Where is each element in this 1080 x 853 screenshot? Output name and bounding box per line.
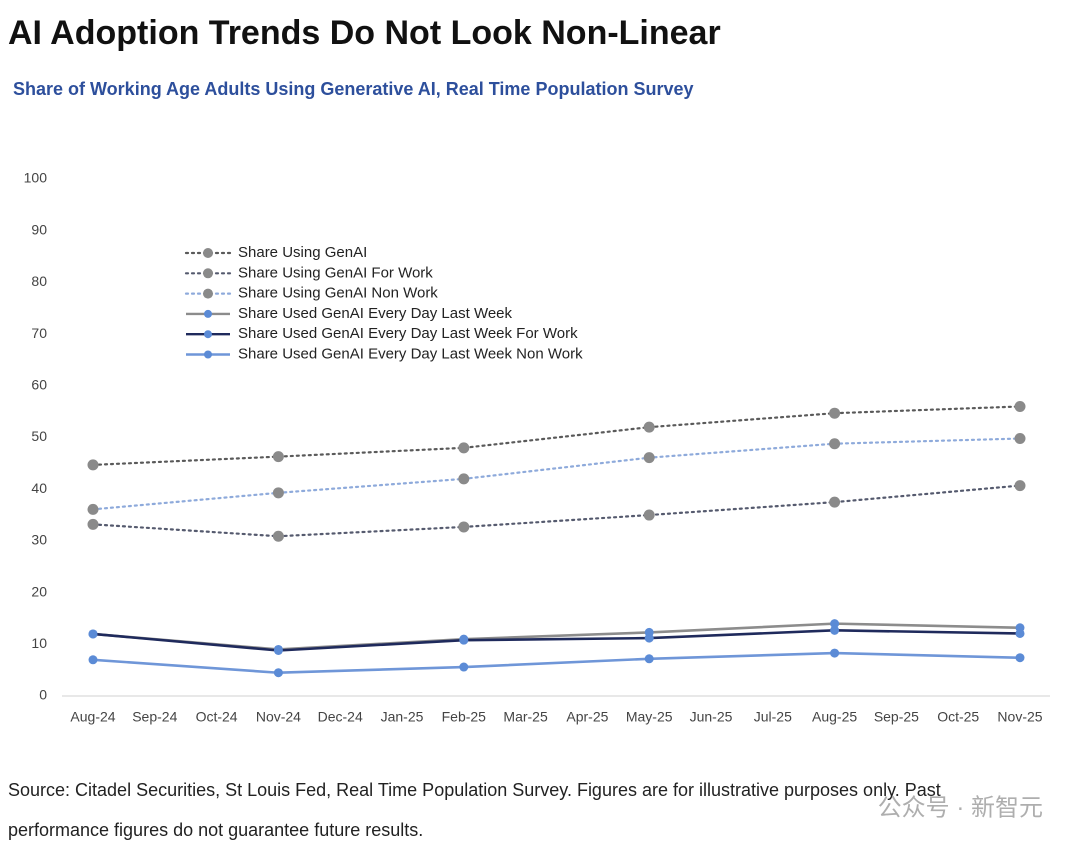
x-tick-label: Jan-25 xyxy=(381,709,424,725)
y-tick-label: 60 xyxy=(31,377,47,393)
point-marker xyxy=(643,421,655,433)
x-tick-label: Oct-25 xyxy=(937,709,979,725)
y-tick-label: 70 xyxy=(31,325,47,341)
legend-label: Share Using GenAI Non Work xyxy=(238,285,438,302)
point-marker xyxy=(458,473,470,485)
point-marker xyxy=(830,648,840,658)
source-text: performance figures do not guarantee fut… xyxy=(8,820,423,840)
chart-subtitle: Share of Working Age Adults Using Genera… xyxy=(13,79,693,99)
point-marker xyxy=(644,654,654,664)
point-marker xyxy=(829,496,841,508)
y-tick-label: 80 xyxy=(31,273,47,289)
series-line xyxy=(92,629,1021,652)
watermark: 公众号 · 新智元 xyxy=(878,794,1043,821)
x-tick-label: Jun-25 xyxy=(690,709,733,725)
y-tick-label: 10 xyxy=(31,635,47,651)
point-marker xyxy=(643,509,655,521)
legend-label: Share Used GenAI Every Day Last Week For… xyxy=(238,325,578,342)
y-tick-label: 100 xyxy=(24,170,48,186)
x-tick-label: Mar-25 xyxy=(503,709,548,725)
point-marker xyxy=(272,487,284,499)
series-line xyxy=(91,437,1022,511)
y-tick-label: 40 xyxy=(31,480,47,496)
legend-label: Share Used GenAI Every Day Last Week xyxy=(238,305,513,322)
point-marker xyxy=(1014,400,1026,412)
point-marker xyxy=(272,530,284,542)
point-marker xyxy=(829,407,841,419)
point-marker xyxy=(830,619,840,629)
point-marker xyxy=(829,438,841,450)
point-marker xyxy=(830,625,840,635)
point-marker xyxy=(458,521,470,533)
series-line xyxy=(91,484,1022,538)
point-marker xyxy=(458,442,470,454)
point-marker xyxy=(459,662,469,672)
legend-marker xyxy=(203,268,213,279)
point-marker xyxy=(87,459,99,471)
y-tick-label: 30 xyxy=(31,532,47,548)
source-text: Source: Citadel Securities, St Louis Fed… xyxy=(8,780,941,800)
legend-label: Share Using GenAI xyxy=(238,244,367,261)
x-tick-label: Apr-25 xyxy=(566,709,608,725)
point-marker xyxy=(272,451,284,463)
point-marker xyxy=(644,633,654,643)
chart-title: AI Adoption Trends Do Not Look Non-Linea… xyxy=(8,14,721,52)
series-line xyxy=(91,405,1022,467)
legend-marker xyxy=(204,330,212,339)
point-marker xyxy=(1015,628,1025,638)
legend-marker xyxy=(204,350,212,359)
x-tick-label: Aug-24 xyxy=(70,709,115,725)
series-line xyxy=(92,651,1021,675)
point-marker xyxy=(88,655,98,665)
y-tick-label: 20 xyxy=(31,583,47,599)
point-marker xyxy=(273,646,283,656)
y-tick-label: 0 xyxy=(39,687,47,703)
x-tick-label: Oct-24 xyxy=(196,709,238,725)
point-marker xyxy=(87,518,99,530)
point-marker xyxy=(459,635,469,645)
x-tick-label: Nov-24 xyxy=(256,709,301,725)
point-marker xyxy=(1014,480,1026,492)
x-tick-label: Sep-25 xyxy=(874,709,919,725)
point-marker xyxy=(87,503,99,515)
legend-marker xyxy=(203,248,213,258)
y-tick-label: 50 xyxy=(31,428,47,444)
point-marker xyxy=(1015,653,1025,663)
x-tick-label: May-25 xyxy=(626,709,673,725)
legend-marker xyxy=(203,288,213,299)
x-tick-label: Feb-25 xyxy=(442,709,487,725)
x-tick-label: Sep-24 xyxy=(132,709,177,725)
legend-marker xyxy=(204,309,212,318)
y-tick-label: 90 xyxy=(31,221,47,237)
x-tick-label: Aug-25 xyxy=(812,709,857,725)
legend-label: Share Using GenAI For Work xyxy=(238,264,433,281)
x-tick-label: Nov-25 xyxy=(997,709,1042,725)
point-marker xyxy=(273,668,283,678)
point-marker xyxy=(643,452,655,464)
point-marker xyxy=(1014,433,1026,445)
legend-label: Share Used GenAI Every Day Last Week Non… xyxy=(238,345,583,362)
x-tick-label: Jul-25 xyxy=(754,709,792,725)
point-marker xyxy=(88,629,98,639)
x-tick-label: Dec-24 xyxy=(318,709,363,725)
